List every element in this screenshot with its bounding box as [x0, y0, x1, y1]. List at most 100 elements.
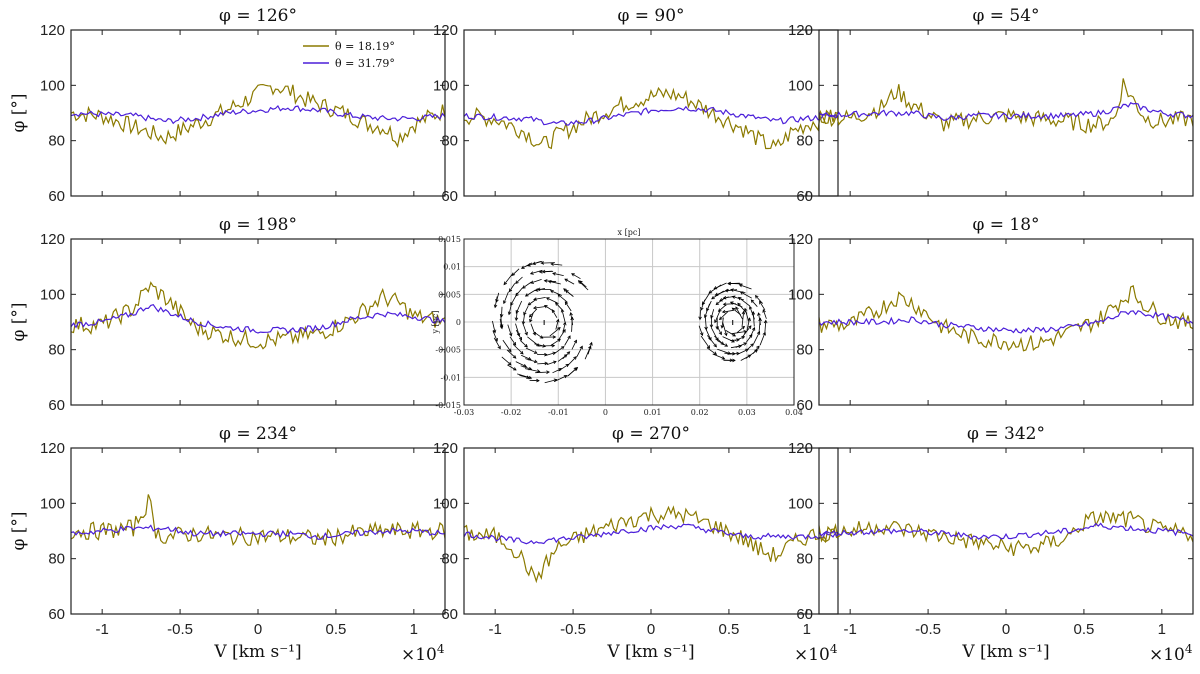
y-tick-label: 120 [788, 440, 813, 457]
x-tick-label: 0.5 [325, 621, 346, 638]
quiver-arrowhead [713, 351, 718, 355]
quiver-arrow [755, 295, 763, 304]
quiver-arrow [545, 352, 556, 356]
quiver-arrow [503, 291, 509, 304]
quiver-arrow [746, 318, 751, 331]
quiver-arrow [506, 349, 517, 359]
inset-x-tick-label: 0.03 [738, 408, 756, 417]
quiver-arrow [555, 302, 563, 311]
inset-y-tick-label: 0.015 [438, 235, 461, 244]
x-exponent: ×104 [1149, 642, 1193, 665]
quiver-arrow [520, 365, 532, 370]
quiver-arrowhead [564, 278, 568, 282]
quiver-arrowhead [573, 356, 577, 360]
quiver-arrow [587, 342, 593, 355]
quiver-arrowhead [552, 335, 557, 339]
quiver-arrowhead [511, 272, 516, 276]
quiver-arrow [562, 351, 570, 360]
quiver-arrow [706, 347, 717, 355]
y-tick-label: 100 [788, 286, 813, 303]
quiver-arrow [730, 289, 746, 294]
y-tick-label: 60 [796, 188, 813, 205]
y-tick-label: 80 [48, 551, 65, 568]
quiver-arrowhead [495, 298, 499, 303]
quiver-arrowhead [578, 280, 583, 285]
quiver-arrowhead [743, 307, 748, 312]
quiver-arrow [512, 344, 524, 355]
quiver-arrowhead [549, 290, 554, 294]
y-tick-label: 60 [441, 188, 458, 205]
quiver-arrowhead [566, 351, 571, 355]
quiver-arrowhead [571, 273, 575, 277]
x-tick-label: -1 [95, 621, 108, 638]
x-tick-label: 1 [1158, 621, 1166, 638]
y-tick-label: 120 [788, 231, 813, 248]
y-tick-label: 60 [48, 188, 65, 205]
quiver-arrow [492, 330, 498, 342]
quiver-arrow [735, 306, 743, 320]
quiver-arrow [740, 291, 752, 299]
panel-8: φ = 270° 60 80 100 120 -1 -0.5 0 0.5 1 V [km s⁻¹] ×… [433, 424, 839, 665]
quiver-arrow [564, 278, 575, 285]
y-tick-label: 120 [433, 22, 458, 39]
axes-frame [70, 29, 446, 197]
quiver-arrow [737, 349, 749, 355]
series-line-theta-31 [70, 304, 446, 335]
y-tick-label: 60 [796, 606, 813, 623]
y-axis-label: φ [°] [9, 302, 29, 341]
series-line-theta-18 [818, 78, 1194, 134]
x-tick-label: 0 [254, 621, 262, 638]
panel-6: φ = 18° 60 80 100 120 [788, 215, 1194, 414]
x-tick-label: -0.5 [167, 621, 193, 638]
quiver-arrow [742, 325, 752, 338]
series-line-theta-31 [463, 105, 839, 126]
quiver-arrowhead [732, 333, 737, 337]
quiver-arrow [565, 290, 574, 297]
quiver-arrowhead [534, 359, 538, 364]
inset-x-tick-label: 0.01 [644, 408, 662, 417]
quiver-arrowhead [553, 360, 557, 364]
quiver-arrow [732, 296, 745, 301]
quiver-arrowhead [503, 300, 507, 305]
panel-7: φ = 234° 60 80 100 120 -1 -0.5 0 0.5 1 φ [°] V [km … [9, 424, 446, 665]
y-tick-label: 80 [796, 133, 813, 150]
series-line-theta-18 [70, 281, 446, 350]
series-line-theta-31 [70, 524, 446, 540]
quiver-arrow [522, 281, 532, 289]
quiver-arrow [723, 303, 736, 305]
quiver-arrow [562, 322, 566, 334]
quiver-arrow [567, 356, 577, 367]
y-tick-label: 100 [788, 77, 813, 94]
y-tick-label: 80 [796, 551, 813, 568]
quiver-arrowhead [530, 280, 534, 284]
quiver-arrowhead [557, 338, 561, 342]
quiver-arrow [492, 320, 496, 333]
x-tick-label: 0 [1002, 621, 1010, 638]
y-tick-label: 80 [441, 551, 458, 568]
quiver-arrow [711, 290, 724, 300]
quiver-arrow [736, 326, 745, 333]
series-line-theta-31 [818, 102, 1194, 121]
quiver-arrow [519, 375, 530, 379]
inset-y-tick-label: 0.005 [438, 290, 461, 299]
panel-title: φ = 126° [219, 6, 297, 26]
quiver-arrowhead [565, 289, 569, 294]
quiver-arrow [576, 346, 583, 357]
quiver-arrowhead [533, 350, 538, 354]
quiver-arrow [699, 310, 701, 320]
quiver-arrow [544, 305, 555, 312]
quiver-arrow [544, 379, 557, 384]
quiver-arrowhead [515, 310, 519, 314]
quiver-arrow [708, 284, 722, 294]
quiver-arrow [745, 349, 758, 359]
quiver-arrowhead [700, 332, 704, 337]
x-exponent-base: ×10 [794, 645, 830, 665]
quiver-arrow [503, 273, 513, 285]
inset-y-tick-label: -0.005 [435, 346, 461, 355]
series-line-theta-18 [70, 494, 446, 547]
quiver-arrowhead [737, 296, 742, 301]
quiver-arrowhead [557, 293, 562, 298]
quiver-arrowhead [567, 335, 571, 339]
quiver-arrow [728, 282, 740, 285]
y-tick-label: 80 [796, 342, 813, 359]
